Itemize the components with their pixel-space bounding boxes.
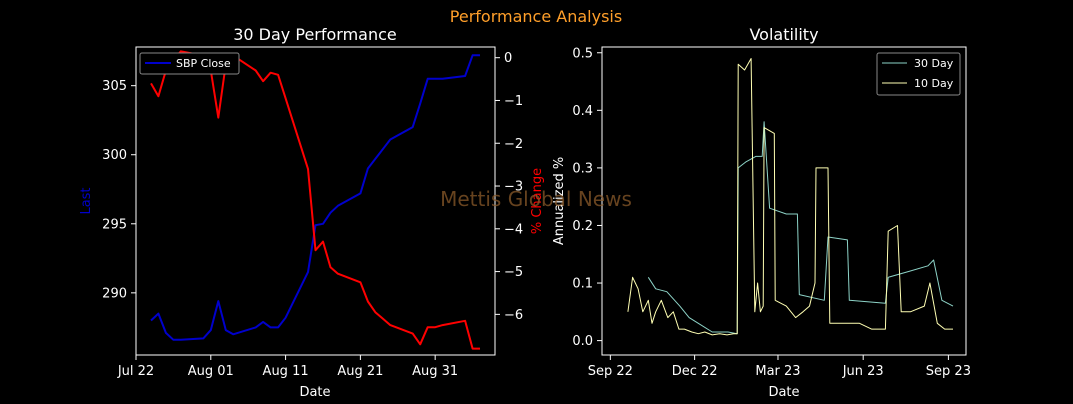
- performance-x-tick-label: Aug 01: [188, 364, 234, 379]
- volatility-y-label: Annualized %: [552, 157, 567, 245]
- performance-axes-frame: [135, 46, 496, 356]
- performance-x-tick-label: Aug 31: [412, 364, 458, 379]
- volatility-x-ticks: Sep 22 Dec 22 Mar 23 Jun 23 Sep 23: [588, 355, 971, 379]
- performance-legend-box: [139, 52, 240, 75]
- line-10-day-vol: [627, 58, 953, 336]
- volatility-x-tick-label: Jun 23: [842, 364, 884, 379]
- performance-x-tick-label: Aug 21: [337, 364, 383, 379]
- volatility-y-tick-label: 0.5: [572, 46, 593, 61]
- performance-legend: SBP Close: [139, 52, 240, 75]
- performance-right-y-tick-label: −1: [504, 94, 523, 109]
- performance-right-y-tick-label: −3: [504, 180, 523, 195]
- line-sbp-close: [150, 54, 480, 341]
- volatility-x-tick-label: Mar 23: [755, 364, 800, 379]
- volatility-legend: 30 Day 10 Day: [876, 52, 961, 96]
- volatility-y-tick-label: 0.2: [572, 219, 593, 234]
- legend-entry-10-day: 10 Day: [914, 77, 954, 90]
- performance-right-y-tick-label: −5: [504, 265, 523, 280]
- legend-entry-30-day: 30 Day: [914, 57, 954, 70]
- watermark: Mettis Global News: [440, 187, 632, 211]
- performance-left-y-tick-label: 290: [102, 286, 127, 301]
- volatility-x-tick-label: Sep 23: [926, 364, 971, 379]
- volatility-x-tick-label: Dec 22: [672, 364, 718, 379]
- volatility-axes-frame: [601, 46, 967, 356]
- volatility-y-tick-label: 0.0: [572, 334, 593, 349]
- volatility-y-tick-label: 0.4: [572, 104, 593, 119]
- volatility-x-label: Date: [768, 385, 799, 400]
- volatility-lines: [627, 58, 954, 336]
- performance-x-tick-label: Jul 22: [117, 364, 154, 379]
- performance-right-y-ticks: 0 −1 −2 −3 −4 −5 −6: [495, 51, 523, 323]
- performance-left-y-ticks: 290 295 300 305: [102, 79, 136, 301]
- performance-x-label: Date: [299, 385, 330, 400]
- volatility-y-tick-label: 0.1: [572, 277, 593, 292]
- performance-right-y-label: % Change: [530, 168, 545, 234]
- performance-left-y-tick-label: 300: [102, 148, 127, 163]
- volatility-x-tick-label: Sep 22: [588, 364, 633, 379]
- line-change: [150, 50, 480, 350]
- figure-title: Performance Analysis: [450, 7, 622, 26]
- line-30-day-vol: [647, 121, 954, 335]
- performance-left-y-tick-label: 305: [102, 79, 127, 94]
- performance-left-y-label: Last: [79, 187, 94, 214]
- volatility-y-ticks: 0.0 0.1 0.2 0.3 0.4 0.5: [572, 46, 602, 349]
- performance-panel: 30 Day Performance Jul 22 Aug 01 Aug 11 Aug…: [79, 25, 545, 400]
- performance-lines: [150, 50, 480, 350]
- performance-x-ticks: Jul 22 Aug 01 Aug 11 Aug 21 Aug 31: [117, 355, 458, 379]
- volatility-y-tick-label: 0.3: [572, 161, 593, 176]
- performance-right-y-tick-label: −4: [504, 222, 523, 237]
- volatility-title: Volatility: [749, 25, 818, 44]
- performance-title: 30 Day Performance: [233, 25, 397, 44]
- performance-right-y-tick-label: −6: [504, 308, 523, 323]
- volatility-panel: Volatility Sep 22 Dec 22 Mar 23 Jun 23 Sep 2…: [552, 25, 971, 400]
- performance-right-y-tick-label: 0: [504, 51, 512, 66]
- performance-right-y-tick-label: −2: [504, 137, 523, 152]
- performance-left-y-tick-label: 295: [102, 217, 127, 232]
- performance-x-tick-label: Aug 11: [263, 364, 309, 379]
- legend-entry-sbp-close: SBP Close: [176, 57, 231, 70]
